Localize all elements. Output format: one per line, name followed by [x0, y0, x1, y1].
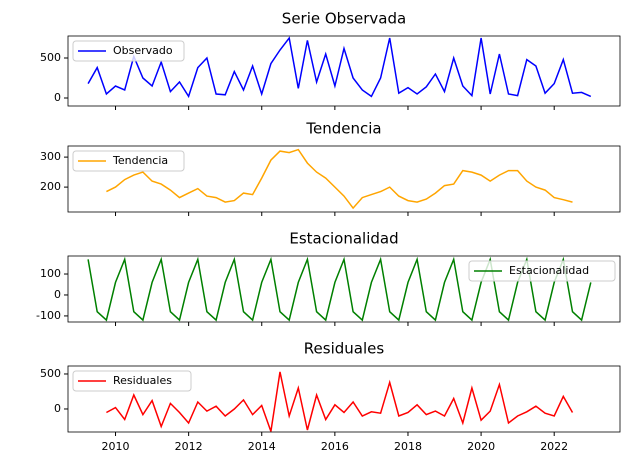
- y-tick-label: 0: [54, 402, 61, 415]
- legend-label: Observado: [113, 44, 173, 57]
- legend-box: [468, 260, 616, 282]
- plot-frame: [67, 365, 621, 433]
- chart-title: Residuales: [304, 340, 385, 358]
- plot-frame: [67, 145, 621, 213]
- series-line: [106, 148, 573, 210]
- legend-box: [72, 40, 185, 62]
- series-line: [106, 371, 574, 432]
- x-tick-label: 2020: [467, 440, 495, 453]
- series-line: [87, 36, 592, 99]
- y-tick-label: 0: [54, 288, 61, 301]
- legend-box: [72, 370, 192, 392]
- legend-label: Tendencia: [112, 154, 168, 167]
- chart-title: Serie Observada: [282, 10, 406, 28]
- chart-title: Tendencia: [305, 120, 381, 138]
- chart-title: Estacionalidad: [289, 230, 398, 248]
- x-tick-label: 2010: [102, 440, 130, 453]
- legend-box: [72, 150, 185, 172]
- legend-label: Estacionalidad: [509, 264, 589, 277]
- y-tick-label: 500: [40, 367, 61, 380]
- y-tick-label: -100: [36, 309, 61, 322]
- plot-frame: [67, 35, 621, 107]
- plot-frame: [67, 255, 621, 323]
- y-tick-label: 0: [54, 91, 61, 104]
- y-tick-label: 300: [40, 150, 61, 163]
- legend-label: Residuales: [113, 374, 172, 387]
- x-tick-label: 2018: [394, 440, 422, 453]
- y-tick-label: 100: [40, 267, 61, 280]
- y-tick-label: 500: [40, 51, 61, 64]
- y-tick-label: 200: [40, 180, 61, 193]
- series-line: [87, 256, 592, 322]
- x-tick-label: 2022: [540, 440, 568, 453]
- x-tick-label: 2014: [248, 440, 276, 453]
- x-tick-label: 2012: [175, 440, 203, 453]
- x-tick-label: 2016: [321, 440, 349, 453]
